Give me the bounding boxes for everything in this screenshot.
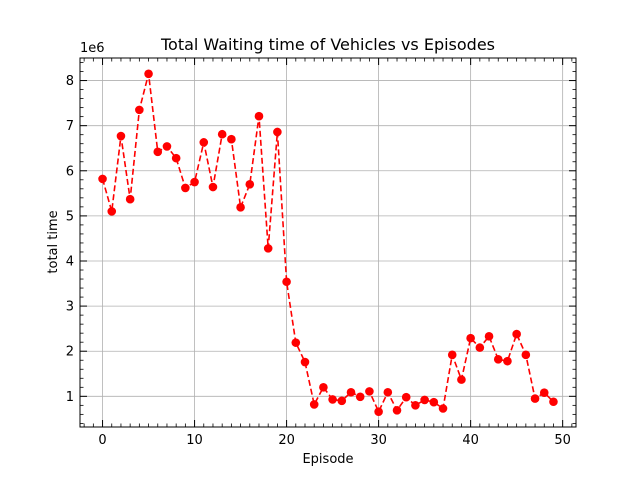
y-tick-label: 6 <box>66 164 74 179</box>
data-point <box>429 397 439 407</box>
data-point <box>438 404 448 413</box>
data-point <box>493 355 503 364</box>
data-point <box>254 111 264 121</box>
data-point <box>539 388 549 398</box>
y-tick-label: 1 <box>66 390 74 405</box>
x-tick-label: 50 <box>554 433 571 448</box>
data-point <box>549 397 558 407</box>
y-tick-label: 2 <box>66 345 74 360</box>
plot-frame <box>79 57 577 428</box>
data-point <box>383 387 393 397</box>
data-point <box>466 333 475 343</box>
y-axis-offset-label: 1e6 <box>80 41 105 56</box>
x-tick-label: 0 <box>98 433 106 448</box>
data-point <box>420 395 429 405</box>
data-point <box>236 203 245 212</box>
data-point <box>135 105 144 115</box>
x-tick-label: 20 <box>278 433 295 448</box>
data-point <box>374 407 383 416</box>
data-point <box>162 142 172 151</box>
data-point <box>227 134 236 144</box>
data-point <box>365 387 374 396</box>
data-point <box>144 69 153 79</box>
data-point <box>98 174 107 184</box>
data-point <box>475 343 485 352</box>
data-point <box>457 375 466 384</box>
data-point <box>153 147 163 157</box>
data-point <box>484 332 494 341</box>
x-tick-label: 10 <box>186 433 203 448</box>
y-tick-label: 4 <box>66 254 74 269</box>
data-point <box>282 277 291 287</box>
data-point <box>530 394 540 403</box>
x-axis-label: Episode <box>302 452 353 467</box>
y-axis-label: total time <box>46 210 61 273</box>
data-point <box>291 338 301 347</box>
x-tick-label: 40 <box>462 433 479 448</box>
data-point <box>328 395 337 404</box>
data-point <box>116 131 126 141</box>
data-point <box>319 383 328 392</box>
data-point <box>392 406 402 415</box>
data-point <box>181 183 190 193</box>
data-point <box>208 182 218 192</box>
data-point <box>190 177 199 187</box>
data-point <box>401 392 411 402</box>
data-point <box>346 387 356 397</box>
data-point <box>300 357 310 367</box>
y-tick-label: 5 <box>66 209 74 224</box>
data-point <box>411 401 420 410</box>
y-tick-label: 3 <box>66 300 74 315</box>
data-point <box>125 194 135 204</box>
y-tick-label: 7 <box>66 119 74 134</box>
data-point <box>447 350 457 360</box>
y-tick-label: 8 <box>66 74 74 89</box>
data-point <box>309 400 319 409</box>
chart-title: Total Waiting time of Vehicles vs Episod… <box>160 35 495 54</box>
data-point <box>503 356 512 366</box>
data-point <box>355 392 365 402</box>
data-point <box>199 138 209 147</box>
data-point <box>245 180 255 189</box>
data-point <box>217 129 227 139</box>
data-point <box>107 207 117 216</box>
data-point <box>171 153 181 163</box>
data-point <box>337 396 347 406</box>
data-point <box>273 127 282 137</box>
data-point <box>512 329 521 339</box>
data-point <box>521 350 531 360</box>
data-point <box>263 244 273 253</box>
x-tick-label: 30 <box>370 433 387 448</box>
